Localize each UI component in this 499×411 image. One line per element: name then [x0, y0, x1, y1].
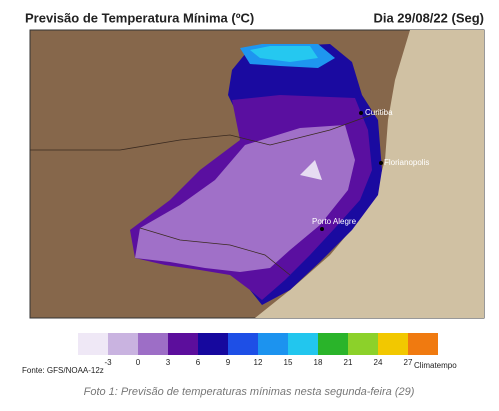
city-label: Curitiba [365, 108, 393, 117]
city-label: Porto Alegre [312, 217, 357, 226]
legend-tick-label: 9 [226, 358, 231, 367]
city-dot [320, 227, 324, 231]
region [300, 160, 322, 180]
legend-tick-label: 18 [314, 358, 323, 367]
legend-swatch [198, 333, 228, 355]
legend-tick-label: 21 [344, 358, 353, 367]
legend-tick-label: -3 [104, 358, 112, 367]
legend-tick-label: 6 [196, 358, 201, 367]
region [135, 125, 355, 272]
legend-swatch [258, 333, 288, 355]
title: Previsão de Temperatura Mínima (ºC) [25, 10, 254, 25]
brand: Climatempo [414, 361, 457, 370]
legend-swatch [288, 333, 318, 355]
legend-swatch [318, 333, 348, 355]
region [250, 46, 318, 62]
legend-swatch [228, 333, 258, 355]
legend-swatch [168, 333, 198, 355]
border [139, 227, 291, 276]
color-legend: -3 0 3 6 9 12 15 18 21 24 27 [78, 333, 438, 367]
legend-tick-label: 12 [254, 358, 263, 367]
legend-swatch [138, 333, 168, 355]
ocean [255, 30, 484, 318]
legend-swatch [378, 333, 408, 355]
legend-tick-label: 0 [136, 358, 141, 367]
legend-tick-label: 15 [284, 358, 293, 367]
legend-swatch [108, 333, 138, 355]
city-dot [359, 111, 363, 115]
city-dot [379, 161, 383, 165]
caption: Foto 1: Previsão de temperaturas mínimas… [84, 386, 415, 398]
map: Curitiba Florianopolis Porto Alegre [29, 29, 485, 319]
date: Dia 29/08/22 (Seg) [373, 10, 484, 25]
city-label: Florianopolis [384, 158, 429, 167]
legend-tick-label: 3 [166, 358, 171, 367]
legend-swatch [348, 333, 378, 355]
legend-swatch [408, 333, 438, 355]
legend-tick-label: 27 [404, 358, 413, 367]
border [30, 109, 386, 151]
legend-tick-label: 24 [374, 358, 383, 367]
source: Fonte: GFS/NOAA-12z [22, 366, 104, 375]
legend-swatch [78, 333, 108, 355]
